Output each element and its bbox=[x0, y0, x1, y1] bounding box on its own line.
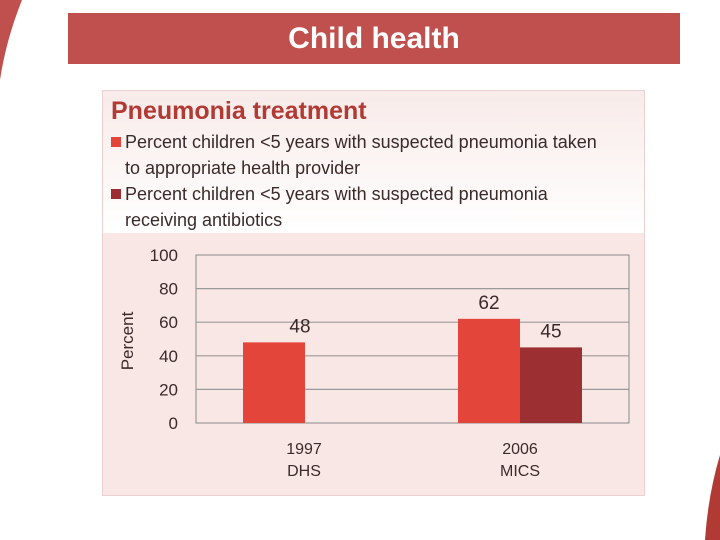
bar bbox=[458, 318, 520, 423]
slide-header: Child health bbox=[68, 13, 680, 64]
x-tick-label: 1997 bbox=[286, 441, 322, 458]
legend-label-antibiotics-line1: Percent children <5 years with suspected… bbox=[125, 184, 548, 204]
bar-value-label: 45 bbox=[540, 321, 561, 342]
legend-label-health-provider-line2: to appropriate health provider bbox=[125, 158, 361, 178]
legend-label-antibiotics-line2: receiving antibiotics bbox=[125, 210, 283, 230]
legend-swatch-antibiotics bbox=[111, 189, 121, 199]
y-tick-label: 40 bbox=[159, 347, 178, 366]
x-tick-label: 2006 bbox=[502, 441, 538, 458]
bar bbox=[243, 342, 305, 423]
legend-item-antibiotics: Percent children <5 years with suspected… bbox=[111, 181, 625, 233]
bar-value-label: 62 bbox=[478, 293, 499, 314]
legend-label-health-provider-line1: Percent children <5 years with suspected… bbox=[125, 132, 597, 152]
bar bbox=[520, 347, 582, 423]
legend-swatch-health-provider bbox=[111, 137, 121, 147]
chart-panel: Pneumonia treatment Percent children <5 … bbox=[102, 90, 645, 496]
chart-legend-area: Pneumonia treatment Percent children <5 … bbox=[103, 91, 644, 233]
y-tick-label: 60 bbox=[159, 313, 178, 332]
plot-frame bbox=[195, 254, 630, 424]
y-tick-label: 100 bbox=[150, 246, 178, 265]
chart-title: Pneumonia treatment bbox=[111, 97, 367, 125]
bar-chart-plot: Percent 0 20 40 60 80 100 48 62 45 1997 DHS 2006 M… bbox=[118, 246, 630, 480]
x-tick-label: MICS bbox=[500, 463, 540, 480]
y-tick-label: 0 bbox=[169, 414, 178, 433]
slide-title: Child health bbox=[288, 21, 460, 55]
bar-value-label: 48 bbox=[289, 316, 310, 337]
x-tick-label: DHS bbox=[287, 463, 321, 480]
y-tick-label: 20 bbox=[159, 380, 178, 399]
y-tick-label: 80 bbox=[159, 280, 178, 299]
legend-item-health-provider: Percent children <5 years with suspected… bbox=[111, 129, 625, 181]
y-axis-label: Percent bbox=[118, 311, 137, 370]
